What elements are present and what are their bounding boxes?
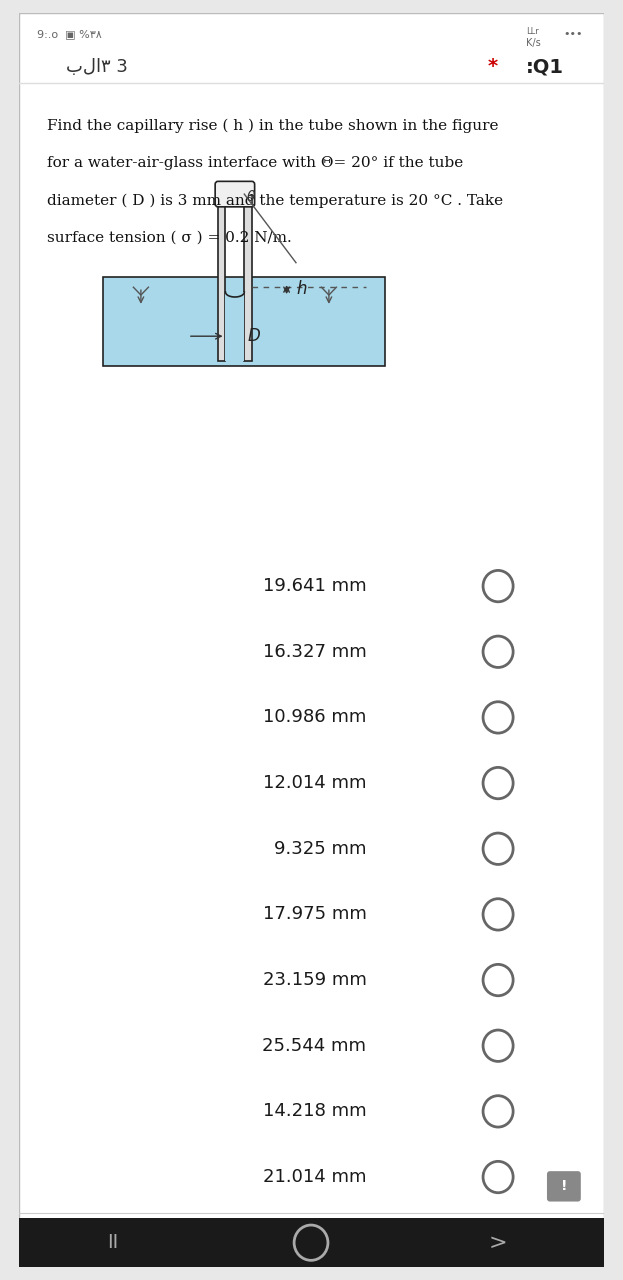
Text: $D$: $D$ xyxy=(247,328,261,346)
Text: 10.986 mm: 10.986 mm xyxy=(263,708,366,727)
Text: 17.975 mm: 17.975 mm xyxy=(263,905,366,923)
Text: !: ! xyxy=(561,1179,567,1193)
Text: $\theta$: $\theta$ xyxy=(246,189,257,205)
Text: 14.218 mm: 14.218 mm xyxy=(263,1102,366,1120)
Text: •••: ••• xyxy=(564,29,583,40)
Bar xyxy=(103,278,385,366)
Text: for a water-air-glass interface with Θ= 20° if the tube: for a water-air-glass interface with Θ= … xyxy=(47,156,463,170)
Bar xyxy=(226,292,244,361)
FancyBboxPatch shape xyxy=(547,1171,581,1202)
Text: 23.159 mm: 23.159 mm xyxy=(263,972,366,989)
Text: diameter ( D ) is 3 mm and the temperature is 20 °C . Take: diameter ( D ) is 3 mm and the temperatu… xyxy=(47,193,503,207)
Text: >: > xyxy=(489,1233,507,1253)
FancyBboxPatch shape xyxy=(215,182,255,207)
Text: surface tension ( σ ) = 0.2 N/m.: surface tension ( σ ) = 0.2 N/m. xyxy=(47,230,292,244)
Text: *: * xyxy=(488,58,498,77)
Text: 25.544 mm: 25.544 mm xyxy=(262,1037,366,1055)
Text: II: II xyxy=(107,1233,118,1252)
Text: LLr: LLr xyxy=(526,27,539,36)
Text: 16.327 mm: 16.327 mm xyxy=(263,643,366,660)
Text: :Q1: :Q1 xyxy=(526,58,564,77)
Text: $h$: $h$ xyxy=(296,280,307,298)
Bar xyxy=(19,1219,604,1267)
Text: 12.014 mm: 12.014 mm xyxy=(263,774,366,792)
Text: 9:.o  ▣ %۳۸: 9:.o ▣ %۳۸ xyxy=(37,29,102,40)
Text: 21.014 mm: 21.014 mm xyxy=(263,1169,366,1187)
Text: Find the capillary rise ( h ) in the tube shown in the figure: Find the capillary rise ( h ) in the tub… xyxy=(47,119,498,133)
Text: بلا۳ 3: بلا۳ 3 xyxy=(65,58,128,76)
Text: 19.641 mm: 19.641 mm xyxy=(263,577,366,595)
Text: 9.325 mm: 9.325 mm xyxy=(274,840,366,858)
Bar xyxy=(244,189,252,361)
Bar xyxy=(218,189,226,361)
Text: K/s: K/s xyxy=(526,38,541,49)
